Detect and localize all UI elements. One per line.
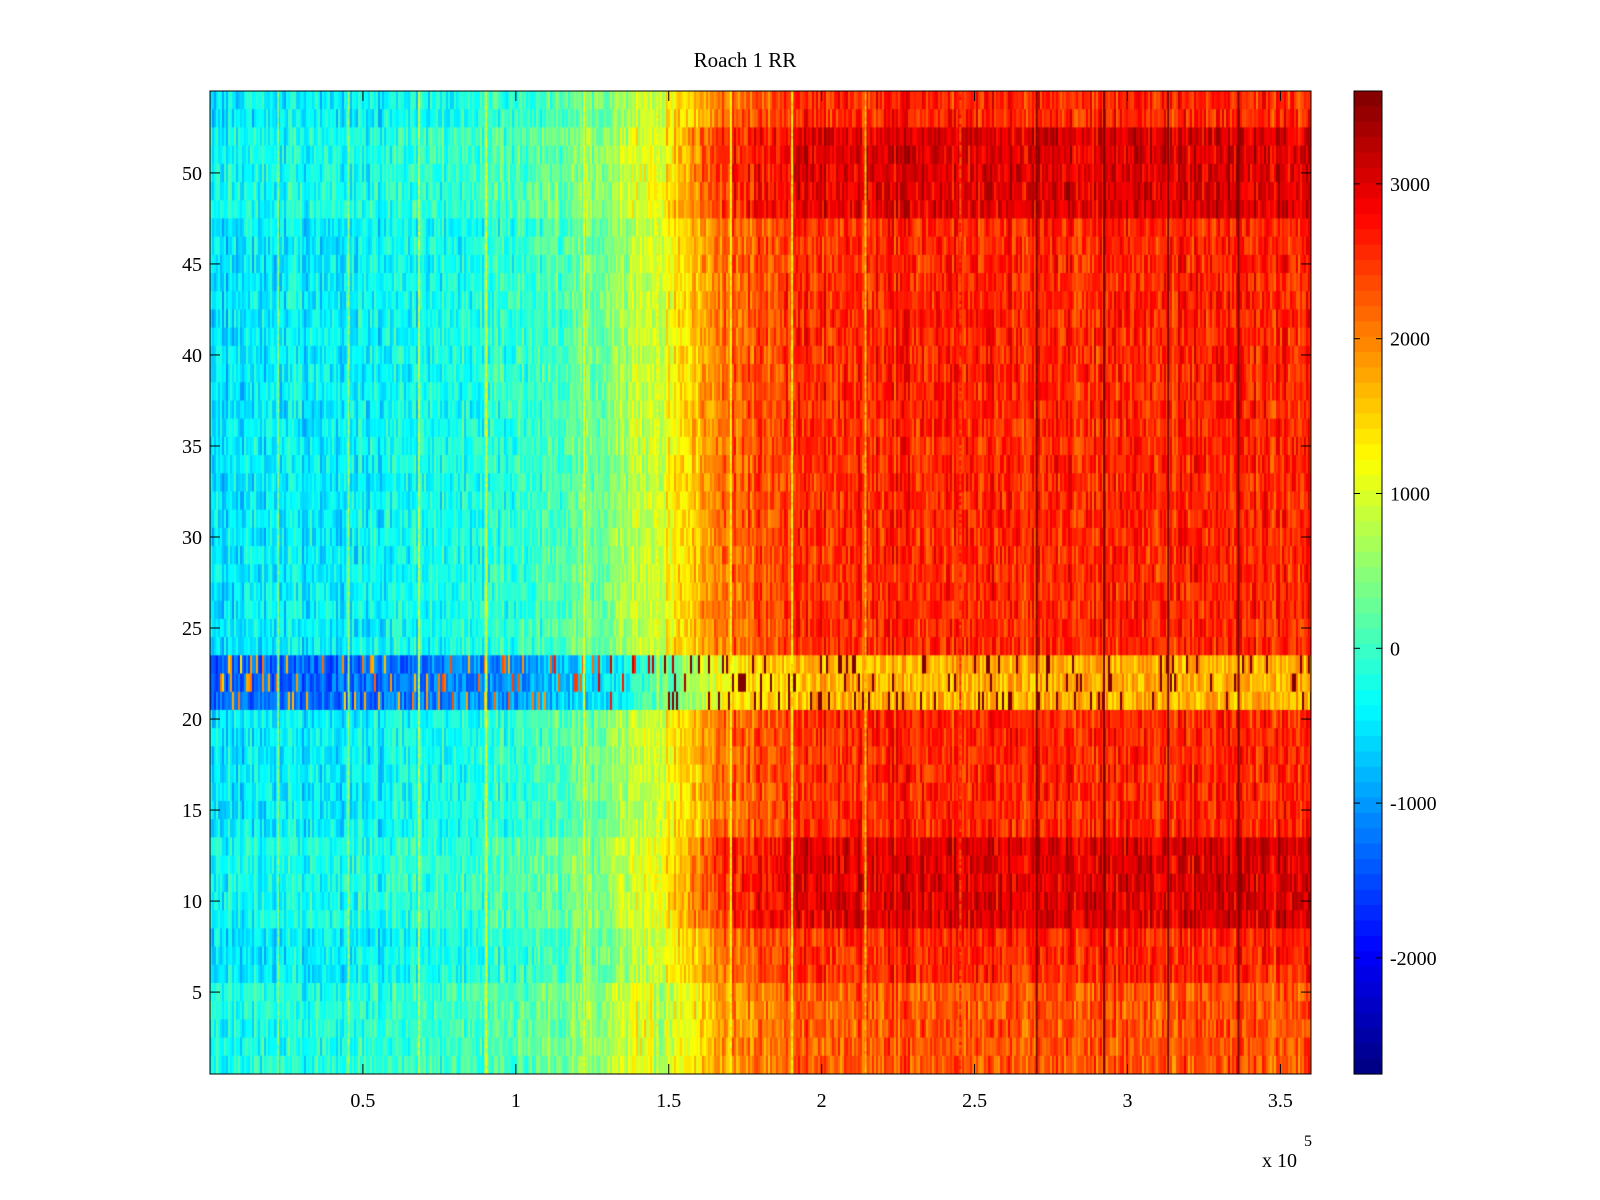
colorbar-swatch bbox=[1354, 106, 1382, 123]
colorbar-swatch bbox=[1354, 874, 1382, 891]
y-tick-label: 20 bbox=[182, 709, 202, 731]
colorbar-swatch bbox=[1354, 951, 1382, 968]
colorbar-swatch bbox=[1354, 213, 1382, 230]
colorbar-swatch bbox=[1354, 1027, 1382, 1044]
y-tick-label: 50 bbox=[182, 163, 202, 185]
colorbar-swatch bbox=[1354, 674, 1382, 691]
colorbar-swatch bbox=[1354, 766, 1382, 783]
colorbar-swatch bbox=[1354, 306, 1382, 322]
x-tick-label: 0.5 bbox=[350, 1090, 375, 1112]
colorbar-swatch bbox=[1354, 797, 1382, 814]
colorbar-swatch bbox=[1354, 551, 1382, 568]
colorbar-swatch bbox=[1354, 398, 1382, 415]
x-exponent-label: x 10 bbox=[1262, 1150, 1297, 1172]
colorbar-swatch bbox=[1354, 321, 1382, 338]
colorbar-swatch bbox=[1354, 428, 1382, 445]
colorbar-swatch bbox=[1354, 521, 1382, 538]
x-tick-label: 2 bbox=[817, 1090, 827, 1112]
colorbar-swatch bbox=[1354, 244, 1382, 261]
colorbar-swatch bbox=[1354, 1043, 1382, 1060]
colorbar-swatch bbox=[1354, 782, 1382, 799]
colorbar-swatch bbox=[1354, 751, 1382, 768]
x-tick-label: 2.5 bbox=[962, 1090, 987, 1112]
y-tick-label: 5 bbox=[192, 982, 202, 1004]
colorbar-swatch bbox=[1354, 413, 1382, 430]
colorbar-swatch bbox=[1354, 275, 1382, 292]
colorbar-swatch bbox=[1354, 167, 1382, 184]
colorbar-swatch bbox=[1354, 736, 1382, 753]
x-tick-label: 1 bbox=[511, 1090, 521, 1112]
colorbar-swatch bbox=[1354, 582, 1382, 599]
colorbar-swatch bbox=[1354, 643, 1382, 660]
colorbar-swatch bbox=[1354, 628, 1382, 645]
colorbar-tick-label: 1000 bbox=[1390, 483, 1430, 505]
colorbar-swatch bbox=[1354, 905, 1382, 922]
colorbar-swatch bbox=[1354, 91, 1382, 107]
colorbar-swatch bbox=[1354, 474, 1382, 491]
colorbar-swatch bbox=[1354, 613, 1382, 630]
colorbar-swatch bbox=[1354, 121, 1382, 138]
colorbar-swatch bbox=[1354, 858, 1382, 875]
colorbar-swatch bbox=[1354, 137, 1382, 154]
colorbar-swatch bbox=[1354, 690, 1382, 706]
colorbar-swatch bbox=[1354, 229, 1382, 246]
colorbar-swatch bbox=[1354, 597, 1382, 614]
colorbar-swatch bbox=[1354, 720, 1382, 737]
colorbar-swatch bbox=[1354, 444, 1382, 461]
colorbar-swatch bbox=[1354, 152, 1382, 169]
colorbar-swatch bbox=[1354, 183, 1382, 200]
y-axis: 5 10 15 20 25 30 35 40 45 50 bbox=[182, 163, 1311, 1004]
colorbar-swatch bbox=[1354, 259, 1382, 276]
y-tick-label: 30 bbox=[182, 527, 202, 549]
colorbar-swatch bbox=[1354, 505, 1382, 522]
plot-frame bbox=[209, 90, 1312, 1075]
colorbar-swatch bbox=[1354, 920, 1382, 937]
y-tick-label: 15 bbox=[182, 800, 202, 822]
colorbar-swatch bbox=[1354, 659, 1382, 676]
colorbar-swatch bbox=[1354, 705, 1382, 722]
colorbar-swatch bbox=[1354, 1058, 1382, 1075]
colorbar: -2000 -1000 0 1000 2000 3000 bbox=[1353, 90, 1437, 1075]
y-tick-label: 45 bbox=[182, 254, 202, 276]
colorbar-swatch bbox=[1354, 1012, 1382, 1029]
colorbar-swatch bbox=[1354, 336, 1382, 353]
x-axis: 0.5 1 1.5 2 2.5 3 3.5 bbox=[350, 91, 1293, 1112]
y-tick-label: 10 bbox=[182, 891, 202, 913]
colorbar-swatch bbox=[1354, 828, 1382, 845]
colorbar-swatch bbox=[1354, 382, 1382, 399]
colorbar-frame bbox=[1353, 90, 1383, 1075]
colorbar-tick-label: -2000 bbox=[1390, 948, 1437, 970]
colorbar-swatch bbox=[1354, 567, 1382, 584]
colorbar-tick-label: 3000 bbox=[1390, 174, 1430, 196]
colorbar-swatch bbox=[1354, 459, 1382, 476]
x-tick-label: 3.5 bbox=[1268, 1090, 1293, 1112]
x-exponent-power: 5 bbox=[1304, 1133, 1312, 1150]
colorbar-swatch bbox=[1354, 812, 1382, 829]
colorbar-swatch bbox=[1354, 935, 1382, 952]
x-tick-label: 3 bbox=[1123, 1090, 1133, 1112]
colorbar-swatch bbox=[1354, 198, 1382, 215]
colorbar-swatch bbox=[1354, 536, 1382, 553]
heatmap-plot-area bbox=[210, 91, 1311, 1074]
colorbar-swatch bbox=[1354, 981, 1382, 998]
y-tick-label: 35 bbox=[182, 436, 202, 458]
colorbar-swatch bbox=[1354, 889, 1382, 906]
colorbar-swatch bbox=[1354, 290, 1382, 307]
y-tick-label: 25 bbox=[182, 618, 202, 640]
chart-title: Roach 1 RR bbox=[694, 48, 797, 72]
colorbar-swatch bbox=[1354, 966, 1382, 983]
colorbar-swatch bbox=[1354, 490, 1382, 507]
colorbar-tick-label: -1000 bbox=[1390, 793, 1437, 815]
colorbar-tick-label: 2000 bbox=[1390, 329, 1430, 351]
colorbar-swatch bbox=[1354, 352, 1382, 369]
colorbar-tick-label: 0 bbox=[1390, 638, 1400, 660]
colorbar-swatch bbox=[1354, 997, 1382, 1014]
colorbar-swatch bbox=[1354, 843, 1382, 860]
y-tick-label: 40 bbox=[182, 345, 202, 367]
x-tick-label: 1.5 bbox=[656, 1090, 681, 1112]
heatmap-cells bbox=[210, 91, 1311, 1074]
colorbar-swatch bbox=[1354, 367, 1382, 384]
